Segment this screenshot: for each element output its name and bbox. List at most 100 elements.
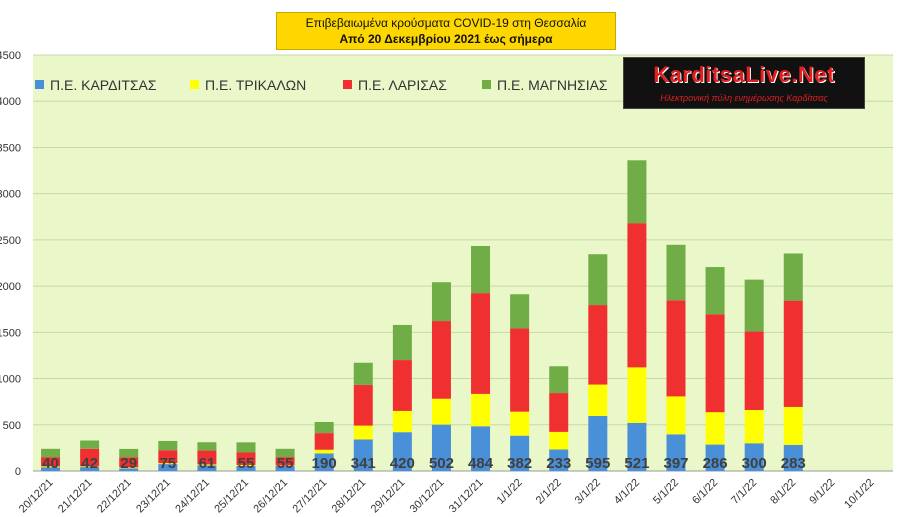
x-tick-label: 6/1/22: [690, 477, 720, 507]
x-tick-label: 31/12/21: [447, 477, 486, 516]
x-tick-label: 7/1/22: [729, 477, 759, 507]
legend-label-karditsa: Π.Ε. ΚΑΡΔΙΤΣΑΣ: [50, 77, 157, 93]
bar-segment: [666, 434, 686, 471]
data-label: 521: [624, 455, 649, 472]
data-label: 233: [546, 455, 571, 472]
y-tick-label: 4000: [0, 96, 21, 108]
bar-segment: [431, 282, 451, 322]
bar-segment: [431, 321, 451, 399]
bar-segment: [236, 465, 256, 471]
bar-segment: [392, 360, 412, 411]
y-tick-label: 3000: [0, 189, 21, 201]
bar-segment: [666, 244, 686, 301]
bar-segment: [353, 362, 373, 385]
x-tick-label: 8/1/22: [768, 477, 798, 507]
chart-title-box: Επιβεβαιωμένα κρούσματα COVID-19 στη Θεσ…: [276, 12, 616, 50]
x-tick-label: 20/12/21: [17, 477, 56, 516]
bar-segment: [119, 467, 139, 469]
bar-segment: [783, 406, 803, 445]
bar-segment: [510, 328, 530, 412]
y-tick-label: 1500: [0, 327, 21, 339]
data-label: 190: [312, 455, 337, 472]
bar-segment: [119, 448, 139, 458]
bar-segment: [783, 300, 803, 407]
bar-segment: [705, 444, 725, 471]
legend-item-larisa: Π.Ε. ΛΑΡΙΣΑΣ: [343, 77, 447, 93]
bar-segment: [549, 366, 569, 394]
x-tick-label: 30/12/21: [408, 477, 447, 516]
legend-item-magnisia: Π.Ε. ΜΑΓΝΗΣΙΑΣ: [482, 77, 608, 93]
bar-segment: [197, 442, 217, 451]
legend-label-magnisia: Π.Ε. ΜΑΓΝΗΣΙΑΣ: [497, 77, 608, 93]
data-label: 61: [199, 455, 216, 472]
bar-segment: [236, 452, 256, 465]
data-label: 55: [238, 455, 255, 472]
bar-segment: [158, 464, 178, 471]
x-tick-label: 21/12/21: [56, 477, 95, 516]
data-label: 29: [120, 455, 137, 472]
y-tick-label: 2000: [0, 281, 21, 293]
bar-segment: [588, 415, 608, 471]
y-tick-label: 4500: [0, 50, 21, 62]
bar-segment: [705, 267, 725, 315]
chart-subtitle: Από 20 Δεκεμβρίου 2021 έως σήμερα: [339, 32, 553, 46]
logo-brand-text: KarditsaLive.Net: [653, 62, 835, 87]
bar-segment: [510, 294, 530, 329]
data-label: 341: [351, 455, 376, 472]
legend-item-karditsa: Π.Ε. ΚΑΡΔΙΤΣΑΣ: [35, 77, 157, 93]
bar-segment: [80, 466, 100, 468]
data-label: 300: [742, 455, 767, 472]
bar-segment: [471, 426, 491, 471]
bar-segment: [471, 293, 491, 394]
x-tick-label: 3/1/22: [573, 477, 603, 507]
x-tick-label: 23/12/21: [134, 477, 173, 516]
logo-tagline: Ηλεκτρονική πύλη ενημέρωσης Καρδίτσας: [660, 93, 828, 103]
bar-segment: [744, 331, 764, 410]
x-tick-label: 24/12/21: [173, 477, 212, 516]
bar-segment: [666, 300, 686, 397]
bar-segment: [431, 398, 451, 425]
data-label: 286: [703, 455, 728, 472]
bar-segment: [705, 412, 725, 445]
bar-segment: [353, 439, 373, 471]
legend-swatch-larisa: [343, 80, 352, 89]
x-tick-label: 2/1/22: [534, 477, 564, 507]
data-label: 420: [390, 455, 415, 472]
bar-segment: [41, 448, 61, 458]
data-label: 42: [81, 455, 98, 472]
y-tick-label: 2500: [0, 235, 21, 247]
plot-area: [33, 55, 893, 471]
x-tick-label: 22/12/21: [95, 477, 134, 516]
bar-segment: [588, 384, 608, 416]
bar-segment: [236, 442, 256, 453]
bar-segment: [627, 160, 647, 224]
bar-segment: [314, 433, 334, 450]
legend-item-trikala: Π.Ε. ΤΡΙΚΑΛΩΝ: [190, 77, 306, 93]
bar-segment: [158, 440, 178, 451]
x-tick-label: 4/1/22: [612, 477, 642, 507]
x-tick-label: 1/1/22: [495, 477, 525, 507]
bar-segment: [471, 393, 491, 427]
bar-segment: [744, 443, 764, 471]
bar-segment: [197, 465, 217, 471]
data-label: 397: [663, 455, 688, 472]
bar-segment: [588, 305, 608, 385]
legend-swatch-karditsa: [35, 80, 44, 89]
bar-segment: [314, 449, 334, 454]
legend-swatch-trikala: [190, 80, 199, 89]
bar-segment: [471, 245, 491, 294]
karditsalive-logo: KarditsaLive.Net Ηλεκτρονική πύλη ενημέρ…: [623, 57, 865, 109]
data-label: 595: [585, 455, 610, 472]
legend-swatch-magnisia: [482, 80, 491, 89]
x-tick-label: 9/1/22: [807, 477, 837, 507]
bar-segment: [549, 449, 569, 471]
bar-segment: [275, 448, 295, 458]
x-tick-label: 27/12/21: [291, 477, 330, 516]
bar-segment: [705, 314, 725, 413]
data-label: 75: [159, 455, 176, 472]
data-label: 484: [468, 455, 494, 472]
bar-segment: [549, 393, 569, 432]
bar-segment: [119, 468, 139, 471]
bar-segment: [744, 409, 764, 444]
